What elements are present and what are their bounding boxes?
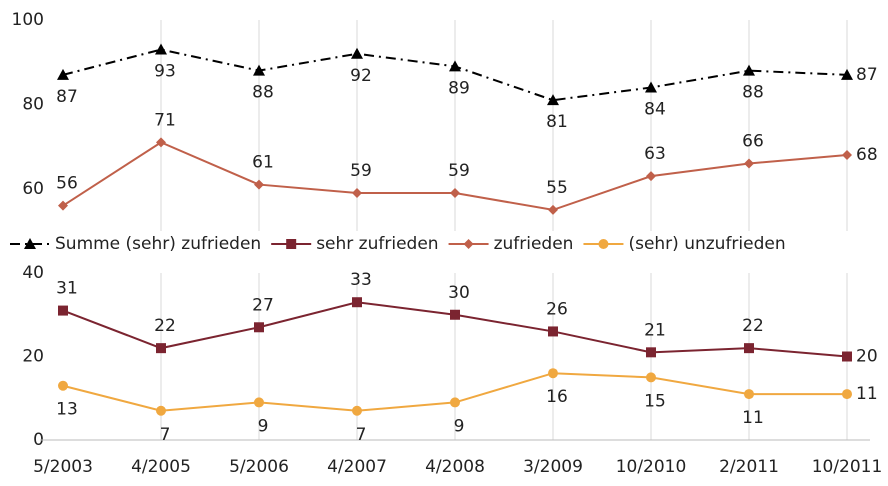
data-label: 7 (356, 425, 367, 445)
legend-label: sehr zufrieden (316, 234, 438, 254)
marker (744, 389, 754, 400)
marker (156, 343, 166, 354)
x-tick-label: 5/2006 (229, 457, 289, 477)
x-tick-label: 2/2011 (719, 457, 779, 477)
marker (645, 81, 657, 93)
data-label: 56 (56, 174, 78, 194)
marker (646, 372, 656, 383)
marker (450, 309, 460, 320)
marker (58, 305, 68, 316)
data-label: 59 (350, 161, 372, 181)
data-label: 93 (154, 62, 176, 82)
data-label: 7 (160, 425, 171, 445)
data-label: 22 (154, 316, 176, 336)
data-label: 33 (350, 270, 372, 290)
x-tick-label: 4/2007 (327, 457, 387, 477)
y-tick-label: 40 (22, 263, 44, 283)
y-tick-label: 100 (12, 10, 44, 30)
marker (254, 397, 264, 408)
legend-label: zufrieden (494, 234, 574, 254)
data-label: 61 (252, 153, 274, 173)
data-label: 89 (448, 78, 470, 98)
marker (254, 322, 264, 333)
marker (155, 43, 167, 55)
marker (352, 297, 362, 308)
marker (842, 389, 852, 400)
marker (450, 397, 460, 408)
marker (58, 380, 68, 391)
data-label: 55 (546, 178, 568, 198)
marker (463, 239, 474, 249)
data-label: 92 (350, 66, 372, 86)
legend-label: (sehr) unzufrieden (628, 234, 785, 254)
data-label: 11 (742, 408, 764, 428)
data-label: 26 (546, 299, 568, 319)
marker (548, 204, 558, 215)
data-label: 68 (856, 145, 878, 165)
x-tick-label: 4/2008 (425, 457, 485, 477)
marker (57, 68, 69, 80)
marker (24, 238, 36, 249)
marker (646, 347, 656, 358)
y-tick-label: 60 (22, 179, 44, 199)
marker (352, 405, 362, 416)
data-label: 59 (448, 161, 470, 181)
marker (253, 64, 265, 76)
marker (449, 60, 461, 72)
marker (351, 47, 363, 59)
marker (548, 326, 558, 337)
marker (743, 64, 755, 76)
marker (548, 368, 558, 379)
data-label: 81 (546, 112, 568, 132)
y-tick-label: 20 (22, 347, 44, 367)
data-label: 31 (56, 279, 78, 299)
data-label: 11 (856, 384, 878, 404)
marker (744, 158, 754, 169)
x-tick-label: 10/2010 (616, 457, 687, 477)
marker (450, 188, 460, 199)
data-label: 30 (448, 283, 470, 303)
marker (352, 188, 362, 199)
data-label: 13 (56, 400, 78, 420)
marker (58, 200, 68, 211)
data-label: 88 (252, 83, 274, 103)
marker (598, 239, 609, 249)
data-label: 87 (856, 65, 878, 85)
legend-label: Summe (sehr) zufrieden (55, 234, 261, 254)
data-label: 63 (644, 144, 666, 164)
data-label: 66 (742, 131, 764, 151)
data-label: 22 (742, 316, 764, 336)
marker (744, 343, 754, 354)
x-tick-label: 3/2009 (523, 457, 583, 477)
marker (156, 137, 166, 148)
data-label: 21 (644, 320, 666, 340)
data-label: 20 (856, 347, 878, 367)
data-label: 9 (258, 416, 269, 436)
data-label: 9 (454, 416, 465, 436)
marker (842, 351, 852, 362)
data-label: 84 (644, 100, 666, 120)
marker (547, 94, 559, 106)
x-tick-label: 10/2011 (812, 457, 883, 477)
marker (841, 68, 853, 80)
data-label: 71 (154, 110, 176, 130)
marker (286, 239, 297, 249)
data-label: 88 (742, 83, 764, 103)
marker (842, 150, 852, 161)
y-tick-label: 80 (22, 94, 44, 114)
marker (646, 171, 656, 182)
data-label: 16 (546, 387, 568, 407)
marker (254, 179, 264, 190)
data-label: 27 (252, 295, 274, 315)
marker (156, 405, 166, 416)
y-tick-label: 0 (33, 430, 44, 450)
x-tick-label: 5/2003 (33, 457, 93, 477)
data-label: 87 (56, 87, 78, 107)
data-label: 15 (644, 391, 666, 411)
x-tick-label: 4/2005 (131, 457, 191, 477)
